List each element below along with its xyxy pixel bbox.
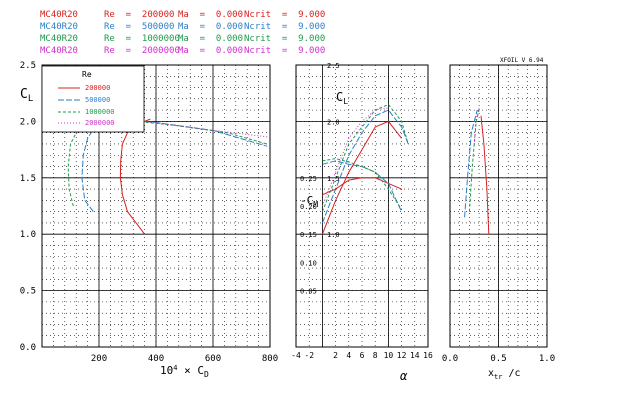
ncrit-value: Ncrit = 9.000 — [244, 22, 326, 32]
legend-label-2000000: 2000000 — [85, 119, 115, 127]
ncrit-value: Ncrit = 9.000 — [244, 34, 326, 44]
alpha-axis-label: α — [400, 369, 408, 383]
cm-tick-label: 0.05 — [300, 288, 317, 296]
cl-alpha-tick-label: 1.5 — [327, 175, 340, 183]
run-row-2000000: MC40R20 Re = 2000000 Ma = 0.000 Ncrit = … — [0, 46, 325, 58]
mach-value: Ma = 0.000 — [178, 46, 244, 56]
alpha-tick-label: -4 — [291, 351, 301, 360]
cl-alpha-series-1000000 — [321, 103, 409, 212]
cl-tick-label: 2.0 — [20, 117, 36, 127]
legend-label-200000: 200000 — [85, 84, 110, 92]
legend-title: Re — [82, 70, 92, 79]
run-header: MC40R20 Re = 200000 Ma = 0.000 Ncrit = 9… — [0, 0, 624, 60]
alpha-tick-label: 10 — [384, 351, 394, 360]
cl-tick-label: 1.5 — [20, 174, 36, 184]
airfoil-name: MC40R20 — [40, 22, 78, 32]
mach-value: Ma = 0.000 — [178, 34, 244, 44]
drag-polar-series-200000 — [119, 118, 151, 235]
alpha-tick-label: 2 — [333, 351, 338, 360]
legend-label-1000000: 1000000 — [85, 108, 115, 116]
transition-series-1000000 — [468, 109, 480, 212]
cd-axis-label: 104 × CD — [160, 364, 209, 379]
drag-polar-series-2000000 — [76, 120, 271, 138]
xtr-tick-label: 1.0 — [539, 354, 555, 364]
ncrit-value: Ncrit = 9.000 — [244, 46, 326, 56]
ncrit-value: Ncrit = 9.000 — [244, 10, 326, 20]
cl-alpha-axis-label: CL — [336, 90, 348, 106]
xfoil-version: XFOIL V 6.94 — [500, 57, 544, 64]
legend-box — [41, 65, 145, 133]
cm-tick-label: 0.10 — [300, 259, 317, 267]
legend: Re 200000 500000 1000000 2000000 — [41, 65, 145, 133]
cl-tick-label: 2.5 — [20, 61, 36, 71]
reynolds-value: Re = 500000 — [104, 22, 175, 32]
cl-alpha-tick-label: 2.0 — [327, 118, 340, 126]
cl-alpha-tick-label: 2.5 — [327, 62, 340, 70]
cl-alpha-tick-label: 1.0 — [327, 231, 340, 239]
cl-tick-label: 0.0 — [20, 343, 36, 353]
xtr-tick-label: 0.0 — [442, 354, 458, 364]
alpha-tick-label: 14 — [410, 351, 420, 360]
cl-alpha-series-500000 — [321, 109, 409, 224]
alpha-tick-label: 16 — [423, 351, 433, 360]
frame-layer — [41, 64, 548, 348]
cl-tick-label: 1.0 — [20, 230, 36, 240]
airfoil-name: MC40R20 — [40, 10, 78, 20]
run-row-500000: MC40R20 Re = 500000 Ma = 0.000 Ncrit = 9… — [0, 22, 325, 34]
labels-layer: XFOIL V 6.94 CL 104 × CD CL -CM α xtr /c… — [20, 57, 555, 383]
alpha-tick-label: 6 — [360, 351, 365, 360]
cl-axis-label: CL — [20, 87, 33, 104]
reynolds-value: Re = 200000 — [104, 10, 175, 20]
reynolds-value: Re = 1000000 — [104, 34, 180, 44]
cl-alpha-series-200000 — [321, 120, 402, 235]
xtr-tick-label: 0.5 — [490, 354, 506, 364]
airfoil-name: MC40R20 — [40, 34, 78, 44]
alpha-tick-label: 8 — [373, 351, 378, 360]
airfoil-name: MC40R20 — [40, 46, 78, 56]
cd-tick-label: 400 — [148, 354, 164, 364]
cd-tick-label: 600 — [205, 354, 221, 364]
run-row-1000000: MC40R20 Re = 1000000 Ma = 0.000 Ncrit = … — [0, 34, 325, 46]
mach-value: Ma = 0.000 — [178, 22, 244, 32]
cm-alpha-series-1000000 — [322, 158, 403, 210]
panel-frame — [449, 64, 548, 348]
mach-value: Ma = 0.000 — [178, 10, 244, 20]
transition-series-500000 — [464, 109, 478, 218]
cd-tick-label: 800 — [262, 354, 278, 364]
alpha-tick-label: 4 — [346, 351, 351, 360]
run-row-200000: MC40R20 Re = 200000 Ma = 0.000 Ncrit = 9… — [0, 10, 325, 22]
cm-tick-label: 0.20 — [300, 203, 317, 211]
transition-series-200000 — [480, 115, 490, 235]
alpha-tick-label: -2 — [304, 351, 314, 360]
alpha-tick-label: 12 — [397, 351, 407, 360]
cl-alpha-series-2000000 — [321, 107, 389, 207]
xtr-axis-label: xtr /c — [488, 368, 521, 381]
cm-tick-label: 0.15 — [300, 231, 317, 239]
transition-series-2000000 — [473, 107, 480, 145]
cd-tick-label: 200 — [91, 354, 107, 364]
cl-tick-label: 0.5 — [20, 287, 36, 297]
reynolds-value: Re = 2000000 — [104, 46, 180, 56]
cm-tick-label: 0.25 — [300, 175, 317, 183]
panel-frame — [41, 64, 271, 348]
legend-label-500000: 500000 — [85, 96, 110, 104]
panel-frame — [295, 64, 429, 348]
